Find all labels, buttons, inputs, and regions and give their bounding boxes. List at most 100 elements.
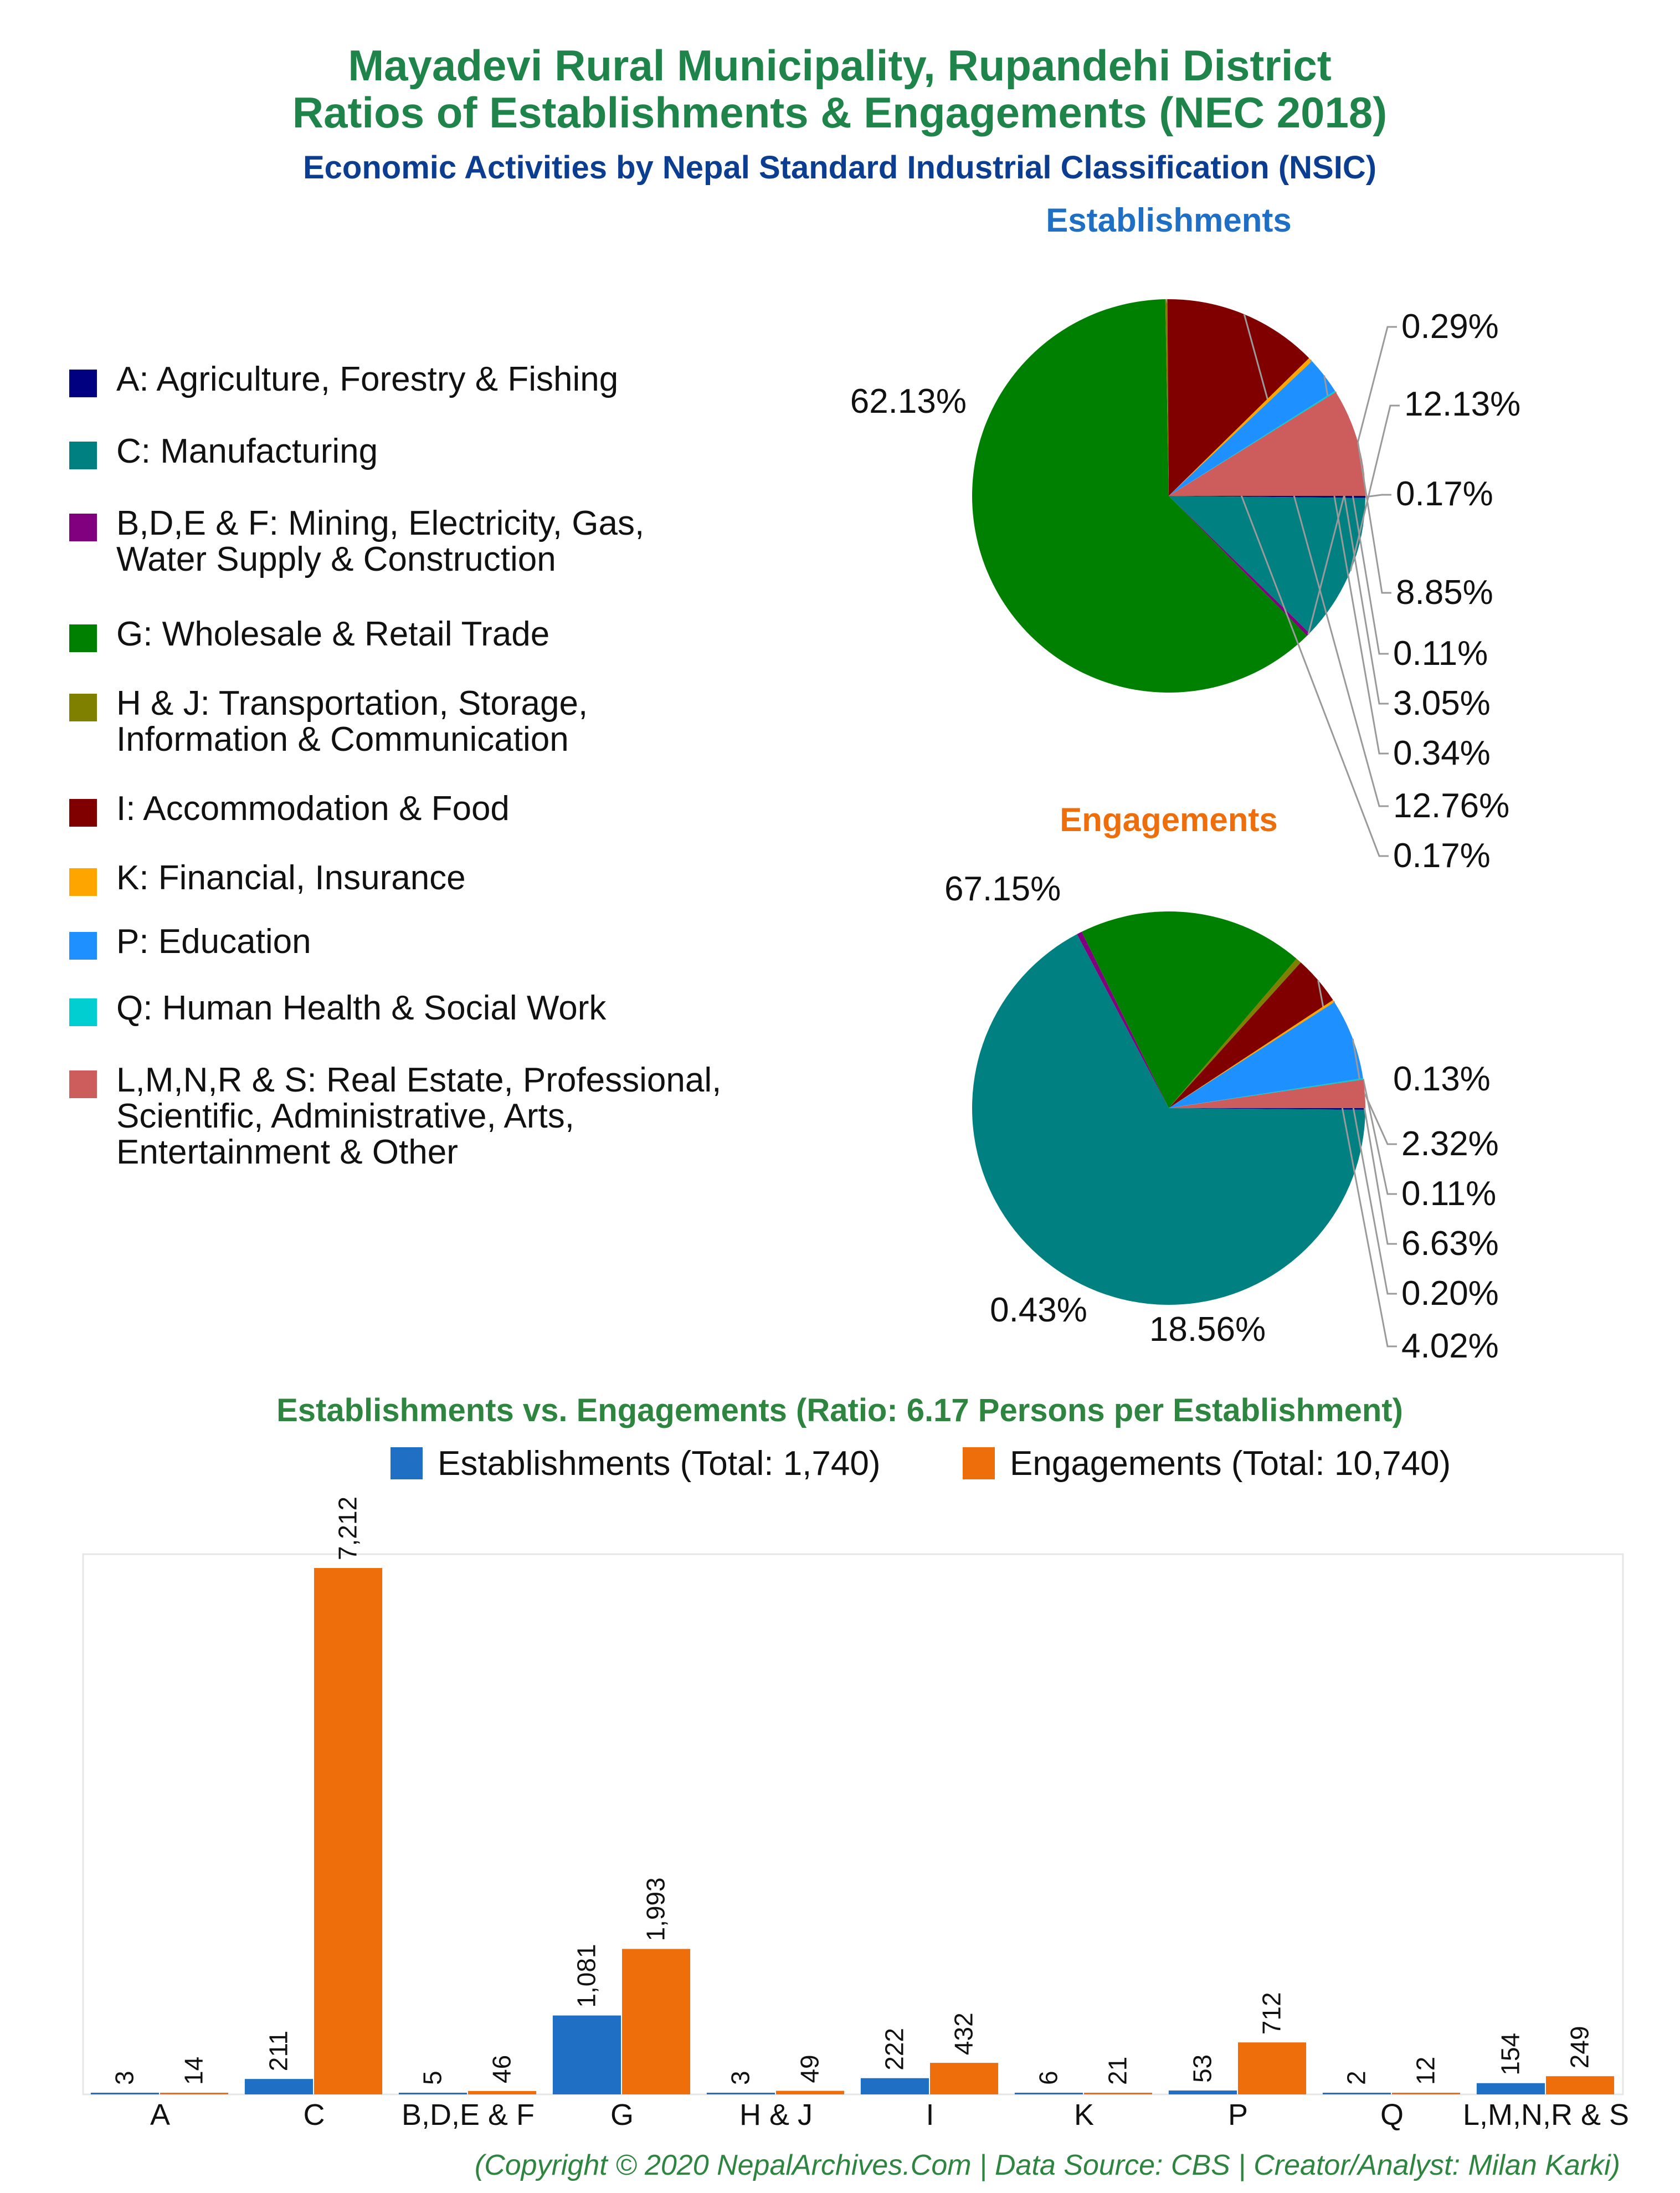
x-tick-label: G [610,2098,634,2131]
plot-area [82,1553,1624,2095]
bar-establishments [552,2015,621,2094]
bar-value-label: 6 [1034,2071,1062,2085]
pie-slice-hj [1165,299,1169,496]
legend-swatch [69,694,97,721]
x-tick-label: B,D,E & F [402,2098,535,2131]
bar-value-label: 12 [1411,2057,1440,2085]
bar-establishments [90,2093,159,2094]
bar-legend: Establishments (Total: 1,740) Engagements… [391,1444,1451,1483]
bar-value-label: 712 [1257,1992,1286,2035]
pie-slice-a [1169,496,1365,498]
bar-value-label: 3 [110,2071,138,2085]
legend-swatch [69,442,97,469]
legend-label: Scientific, Administrative, Arts, [116,1097,574,1135]
x-tick-label: K [1074,2098,1094,2131]
bar-establishments [398,2093,467,2094]
bar-establishments [860,2078,929,2094]
pie-percent-label: 12.76% [1393,787,1509,825]
bar-legend-label: Establishments (Total: 1,740) [438,1444,881,1483]
bar-establishments [1476,2083,1545,2094]
pie-slice-lmnrs [1169,392,1365,496]
leader-line [1364,1093,1397,1145]
legend-label: C: Manufacturing [116,432,378,470]
legend-label: Entertainment & Other [116,1133,458,1171]
bar-value-label: 5 [418,2071,446,2085]
pie-percent-label: 0.43% [990,1291,1087,1329]
legend-label: B,D,E & F: Mining, Electricity, Gas, [116,504,644,542]
legend-label: H & J: Transportation, Storage, [116,684,588,723]
legend-swatch [69,370,97,397]
bar-legend-label: Engagements (Total: 10,740) [1010,1444,1451,1483]
pie-percent-label: 62.13% [850,382,967,421]
legend-swatch [69,998,97,1026]
bar-legend-swatch [963,1447,995,1479]
bar-chart: 3 14 A 211 7,212 C 5 46 B,D,E & F 1,081 1,993 G 3 49 H… [82,1497,1629,2131]
bar-value-label: 222 [880,2028,908,2071]
pie-slice-p [1169,361,1335,496]
legend-label: K: Financial, Insurance [116,859,466,897]
bar-engagements [1084,2093,1153,2094]
x-tick-label: P [1228,2098,1248,2131]
bar-value-label: 7,212 [333,1497,362,1560]
bar-value-label: 2 [1342,2071,1370,2085]
pie-percent-label: 18.56% [1149,1310,1266,1349]
bar-engagements [314,1568,383,2094]
pie-slice-g [1081,911,1297,1108]
bar-value-label: 14 [179,2057,208,2085]
x-tick-label: C [304,2098,325,2131]
pie-percent-label: 0.11% [1393,634,1488,673]
pie-slice-hj [1169,959,1301,1108]
bar-engagements [1392,2093,1461,2094]
chart-subtitle: Economic Activities by Nepal Standard In… [303,150,1376,186]
legend-swatch [69,514,97,541]
leader-line [1365,494,1391,498]
legend-swatch [69,932,97,960]
pie-percent-label: 0.29% [1401,308,1499,346]
bar-engagements [468,2090,537,2094]
legend-label: A: Agriculture, Forestry & Fishing [116,360,618,398]
leader-line [1307,326,1397,635]
pie-slice-k [1169,1000,1335,1108]
pie-slice-lmnrs [1169,1079,1365,1108]
leader-line [1357,442,1391,594]
x-tick-label: H & J [739,2098,813,2131]
pie-slice-q [1169,1078,1364,1108]
pie-slice-bdef [1077,931,1169,1108]
bar-legend-swatch [391,1447,423,1479]
pie-percent-label: 6.63% [1401,1224,1499,1263]
x-tick-label: Q [1380,2098,1404,2131]
legend-label: Information & Communication [116,720,569,759]
bar-establishments [1168,2090,1237,2094]
pie-slice-i [1167,299,1309,496]
legend-swatch [69,799,97,827]
bar-establishments [1014,2093,1083,2094]
pie-slice-a [1169,1108,1365,1110]
bar-value-label: 154 [1496,2033,1524,2076]
pie-percent-label: 0.20% [1401,1274,1499,1313]
legend-swatch [69,868,97,896]
pie-percent-label: 0.34% [1393,734,1491,772]
pie-slice-p [1169,1002,1363,1108]
legend-label: Water Supply & Construction [116,540,556,578]
chart-title-line2: Ratios of Establishments & Engagements (… [292,88,1387,137]
pie-percent-label: 0.13% [1393,1060,1491,1098]
bar-value-label: 249 [1565,2026,1594,2068]
pie-percent-label: 0.17% [1396,475,1493,513]
legend-label: G: Wholesale & Retail Trade [116,615,549,653]
leader-line [1362,1078,1397,1195]
legend-swatch [69,1070,97,1098]
bar-establishments [706,2093,775,2094]
bar-engagements [776,2090,845,2094]
bar-value-label: 1,993 [641,1877,670,1941]
bar-chart-title: Establishments vs. Engagements (Ratio: 6… [276,1392,1403,1428]
legend-label: I: Accommodation & Food [116,790,510,828]
legend-swatch [69,624,97,652]
bar-value-label: 21 [1103,2057,1132,2085]
bar-value-label: 432 [949,2012,978,2055]
pie-percent-label: 2.32% [1401,1125,1499,1163]
chart-title-line1: Mayadevi Rural Municipality, Rupandehi D… [348,41,1332,90]
x-tick-label: L,M,N,R & S [1463,2098,1629,2131]
bar-engagements [622,1949,691,2094]
x-tick-label: A [150,2098,170,2131]
